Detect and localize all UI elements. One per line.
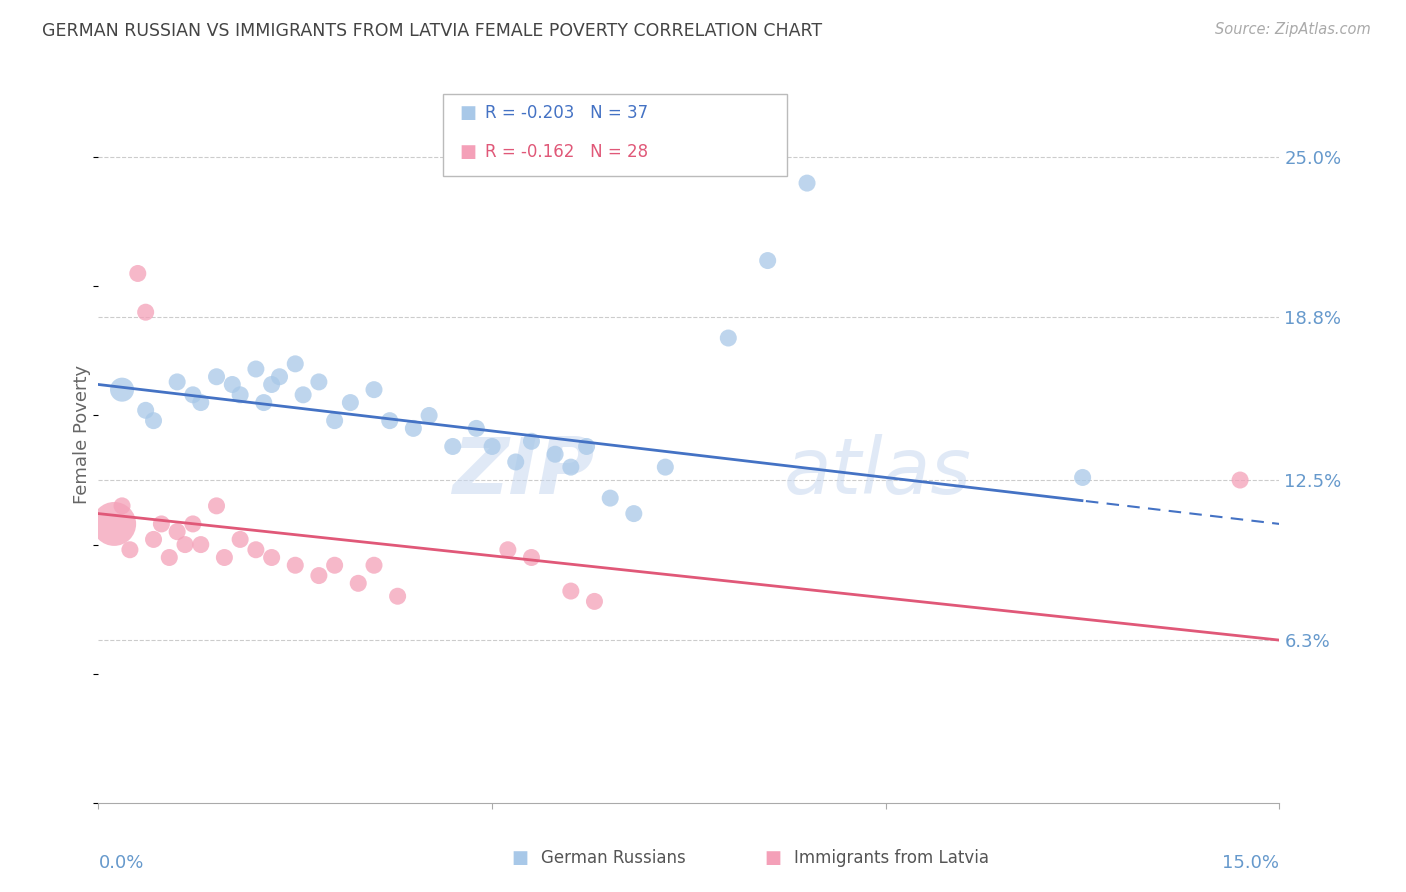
Text: Immigrants from Latvia: Immigrants from Latvia	[794, 849, 990, 867]
Point	[402, 421, 425, 435]
Point	[181, 516, 204, 531]
Point	[308, 568, 330, 582]
Text: ■: ■	[460, 143, 477, 161]
Point	[323, 558, 346, 573]
Point	[496, 542, 519, 557]
Point	[323, 414, 346, 428]
Text: atlas: atlas	[783, 434, 972, 509]
Point	[465, 421, 488, 435]
Point	[654, 460, 676, 475]
Text: GERMAN RUSSIAN VS IMMIGRANTS FROM LATVIA FEMALE POVERTY CORRELATION CHART: GERMAN RUSSIAN VS IMMIGRANTS FROM LATVIA…	[42, 22, 823, 40]
Point	[575, 440, 598, 454]
Point	[520, 434, 543, 449]
Text: ■: ■	[460, 104, 477, 122]
Point	[363, 383, 385, 397]
Point	[756, 253, 779, 268]
Point	[387, 589, 409, 603]
Point	[245, 542, 267, 557]
Point	[441, 440, 464, 454]
Point	[347, 576, 370, 591]
Point	[284, 558, 307, 573]
Text: German Russians: German Russians	[541, 849, 686, 867]
Point	[269, 369, 291, 384]
Point	[599, 491, 621, 505]
Text: 0.0%: 0.0%	[98, 855, 143, 872]
Point	[260, 377, 283, 392]
Point	[205, 369, 228, 384]
Point	[135, 403, 157, 417]
Y-axis label: Female Poverty: Female Poverty	[73, 366, 91, 504]
Point	[221, 377, 243, 392]
Point	[339, 395, 361, 409]
Point	[378, 414, 401, 428]
Point	[174, 538, 197, 552]
Point	[142, 414, 165, 428]
Text: ZIP: ZIP	[453, 434, 595, 509]
Point	[520, 550, 543, 565]
Point	[103, 516, 125, 531]
Point	[1229, 473, 1251, 487]
Point	[481, 440, 503, 454]
Point	[284, 357, 307, 371]
Point	[214, 550, 236, 565]
Point	[150, 516, 173, 531]
Text: 15.0%: 15.0%	[1222, 855, 1279, 872]
Point	[135, 305, 157, 319]
Point	[560, 584, 582, 599]
Point	[253, 395, 276, 409]
Text: ■: ■	[512, 849, 529, 867]
Point	[583, 594, 606, 608]
Point	[1071, 470, 1094, 484]
Point	[229, 533, 252, 547]
Text: Source: ZipAtlas.com: Source: ZipAtlas.com	[1215, 22, 1371, 37]
Text: ■: ■	[765, 849, 782, 867]
Point	[166, 524, 188, 539]
Point	[505, 455, 527, 469]
Point	[205, 499, 228, 513]
Point	[418, 409, 440, 423]
Point	[118, 542, 141, 557]
Point	[229, 388, 252, 402]
Point	[308, 375, 330, 389]
Point	[181, 388, 204, 402]
Point	[190, 395, 212, 409]
Point	[544, 447, 567, 461]
Point	[717, 331, 740, 345]
Point	[166, 375, 188, 389]
Point	[142, 533, 165, 547]
Point	[363, 558, 385, 573]
Text: R = -0.162   N = 28: R = -0.162 N = 28	[485, 143, 648, 161]
Point	[560, 460, 582, 475]
Point	[245, 362, 267, 376]
Point	[111, 499, 134, 513]
Point	[157, 550, 180, 565]
Point	[260, 550, 283, 565]
Point	[292, 388, 315, 402]
Point	[190, 538, 212, 552]
Point	[796, 176, 818, 190]
Point	[623, 507, 645, 521]
Point	[111, 383, 134, 397]
Text: R = -0.203   N = 37: R = -0.203 N = 37	[485, 104, 648, 122]
Point	[127, 267, 149, 281]
